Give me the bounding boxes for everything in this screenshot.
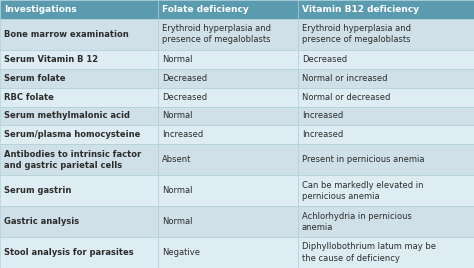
Text: Stool analysis for parasites: Stool analysis for parasites [4, 248, 134, 257]
Bar [0, 125, 158, 144]
Bar [158, 125, 298, 144]
Bar [0, 106, 158, 125]
Text: Normal: Normal [162, 217, 192, 226]
Text: Decreased: Decreased [162, 74, 207, 83]
Bar [158, 144, 298, 175]
Text: Normal: Normal [162, 111, 192, 120]
Text: Serum gastrin: Serum gastrin [4, 186, 72, 195]
Text: Serum/plasma homocysteine: Serum/plasma homocysteine [4, 130, 140, 139]
Bar [298, 175, 474, 206]
Text: Serum Vitamin B 12: Serum Vitamin B 12 [4, 55, 98, 64]
Bar [298, 125, 474, 144]
Text: Achlorhydria in pernicious
anemia: Achlorhydria in pernicious anemia [302, 211, 412, 232]
Bar [0, 88, 158, 106]
Text: Normal: Normal [162, 55, 192, 64]
Text: Decreased: Decreased [302, 55, 347, 64]
Bar [0, 175, 158, 206]
Text: Normal: Normal [162, 186, 192, 195]
Text: Serum folate: Serum folate [4, 74, 65, 83]
Text: Serum methylmalonic acid: Serum methylmalonic acid [4, 111, 130, 120]
Bar [158, 50, 298, 69]
Text: Increased: Increased [302, 111, 343, 120]
Text: Increased: Increased [162, 130, 203, 139]
Bar [0, 206, 158, 237]
Bar [0, 144, 158, 175]
Bar [0, 237, 158, 268]
Bar [158, 69, 298, 88]
Text: Can be markedly elevated in
pernicious anemia: Can be markedly elevated in pernicious a… [302, 181, 423, 201]
Bar [298, 237, 474, 268]
Text: RBC folate: RBC folate [4, 92, 54, 102]
Text: Vitamin B12 deficiency: Vitamin B12 deficiency [302, 5, 419, 14]
Bar [158, 106, 298, 125]
Bar [0, 50, 158, 69]
Text: Normal or decreased: Normal or decreased [302, 92, 391, 102]
Bar [158, 175, 298, 206]
Bar [158, 237, 298, 268]
Bar [158, 19, 298, 50]
Bar [298, 0, 474, 19]
Bar [298, 50, 474, 69]
Bar [298, 88, 474, 106]
Text: Decreased: Decreased [162, 92, 207, 102]
Bar [158, 206, 298, 237]
Text: Present in pernicious anemia: Present in pernicious anemia [302, 155, 425, 164]
Text: Erythroid hyperplasia and
presence of megaloblasts: Erythroid hyperplasia and presence of me… [302, 24, 411, 44]
Text: Erythroid hyperplasia and
presence of megaloblasts: Erythroid hyperplasia and presence of me… [162, 24, 271, 44]
Text: Investigations: Investigations [4, 5, 77, 14]
Text: Diphyllobothrium latum may be
the cause of deficiency: Diphyllobothrium latum may be the cause … [302, 243, 436, 263]
Bar [298, 144, 474, 175]
Bar [158, 88, 298, 106]
Bar [158, 0, 298, 19]
Bar [298, 206, 474, 237]
Bar [0, 0, 158, 19]
Text: Increased: Increased [302, 130, 343, 139]
Text: Normal or increased: Normal or increased [302, 74, 388, 83]
Text: Negative: Negative [162, 248, 200, 257]
Bar [298, 19, 474, 50]
Bar [298, 69, 474, 88]
Bar [298, 106, 474, 125]
Text: Gastric analysis: Gastric analysis [4, 217, 79, 226]
Text: Antibodies to intrinsic factor
and gastric parietal cells: Antibodies to intrinsic factor and gastr… [4, 150, 141, 170]
Bar [0, 69, 158, 88]
Text: Absent: Absent [162, 155, 191, 164]
Bar [0, 19, 158, 50]
Text: Bone marrow examination: Bone marrow examination [4, 30, 129, 39]
Text: Folate deficiency: Folate deficiency [162, 5, 249, 14]
